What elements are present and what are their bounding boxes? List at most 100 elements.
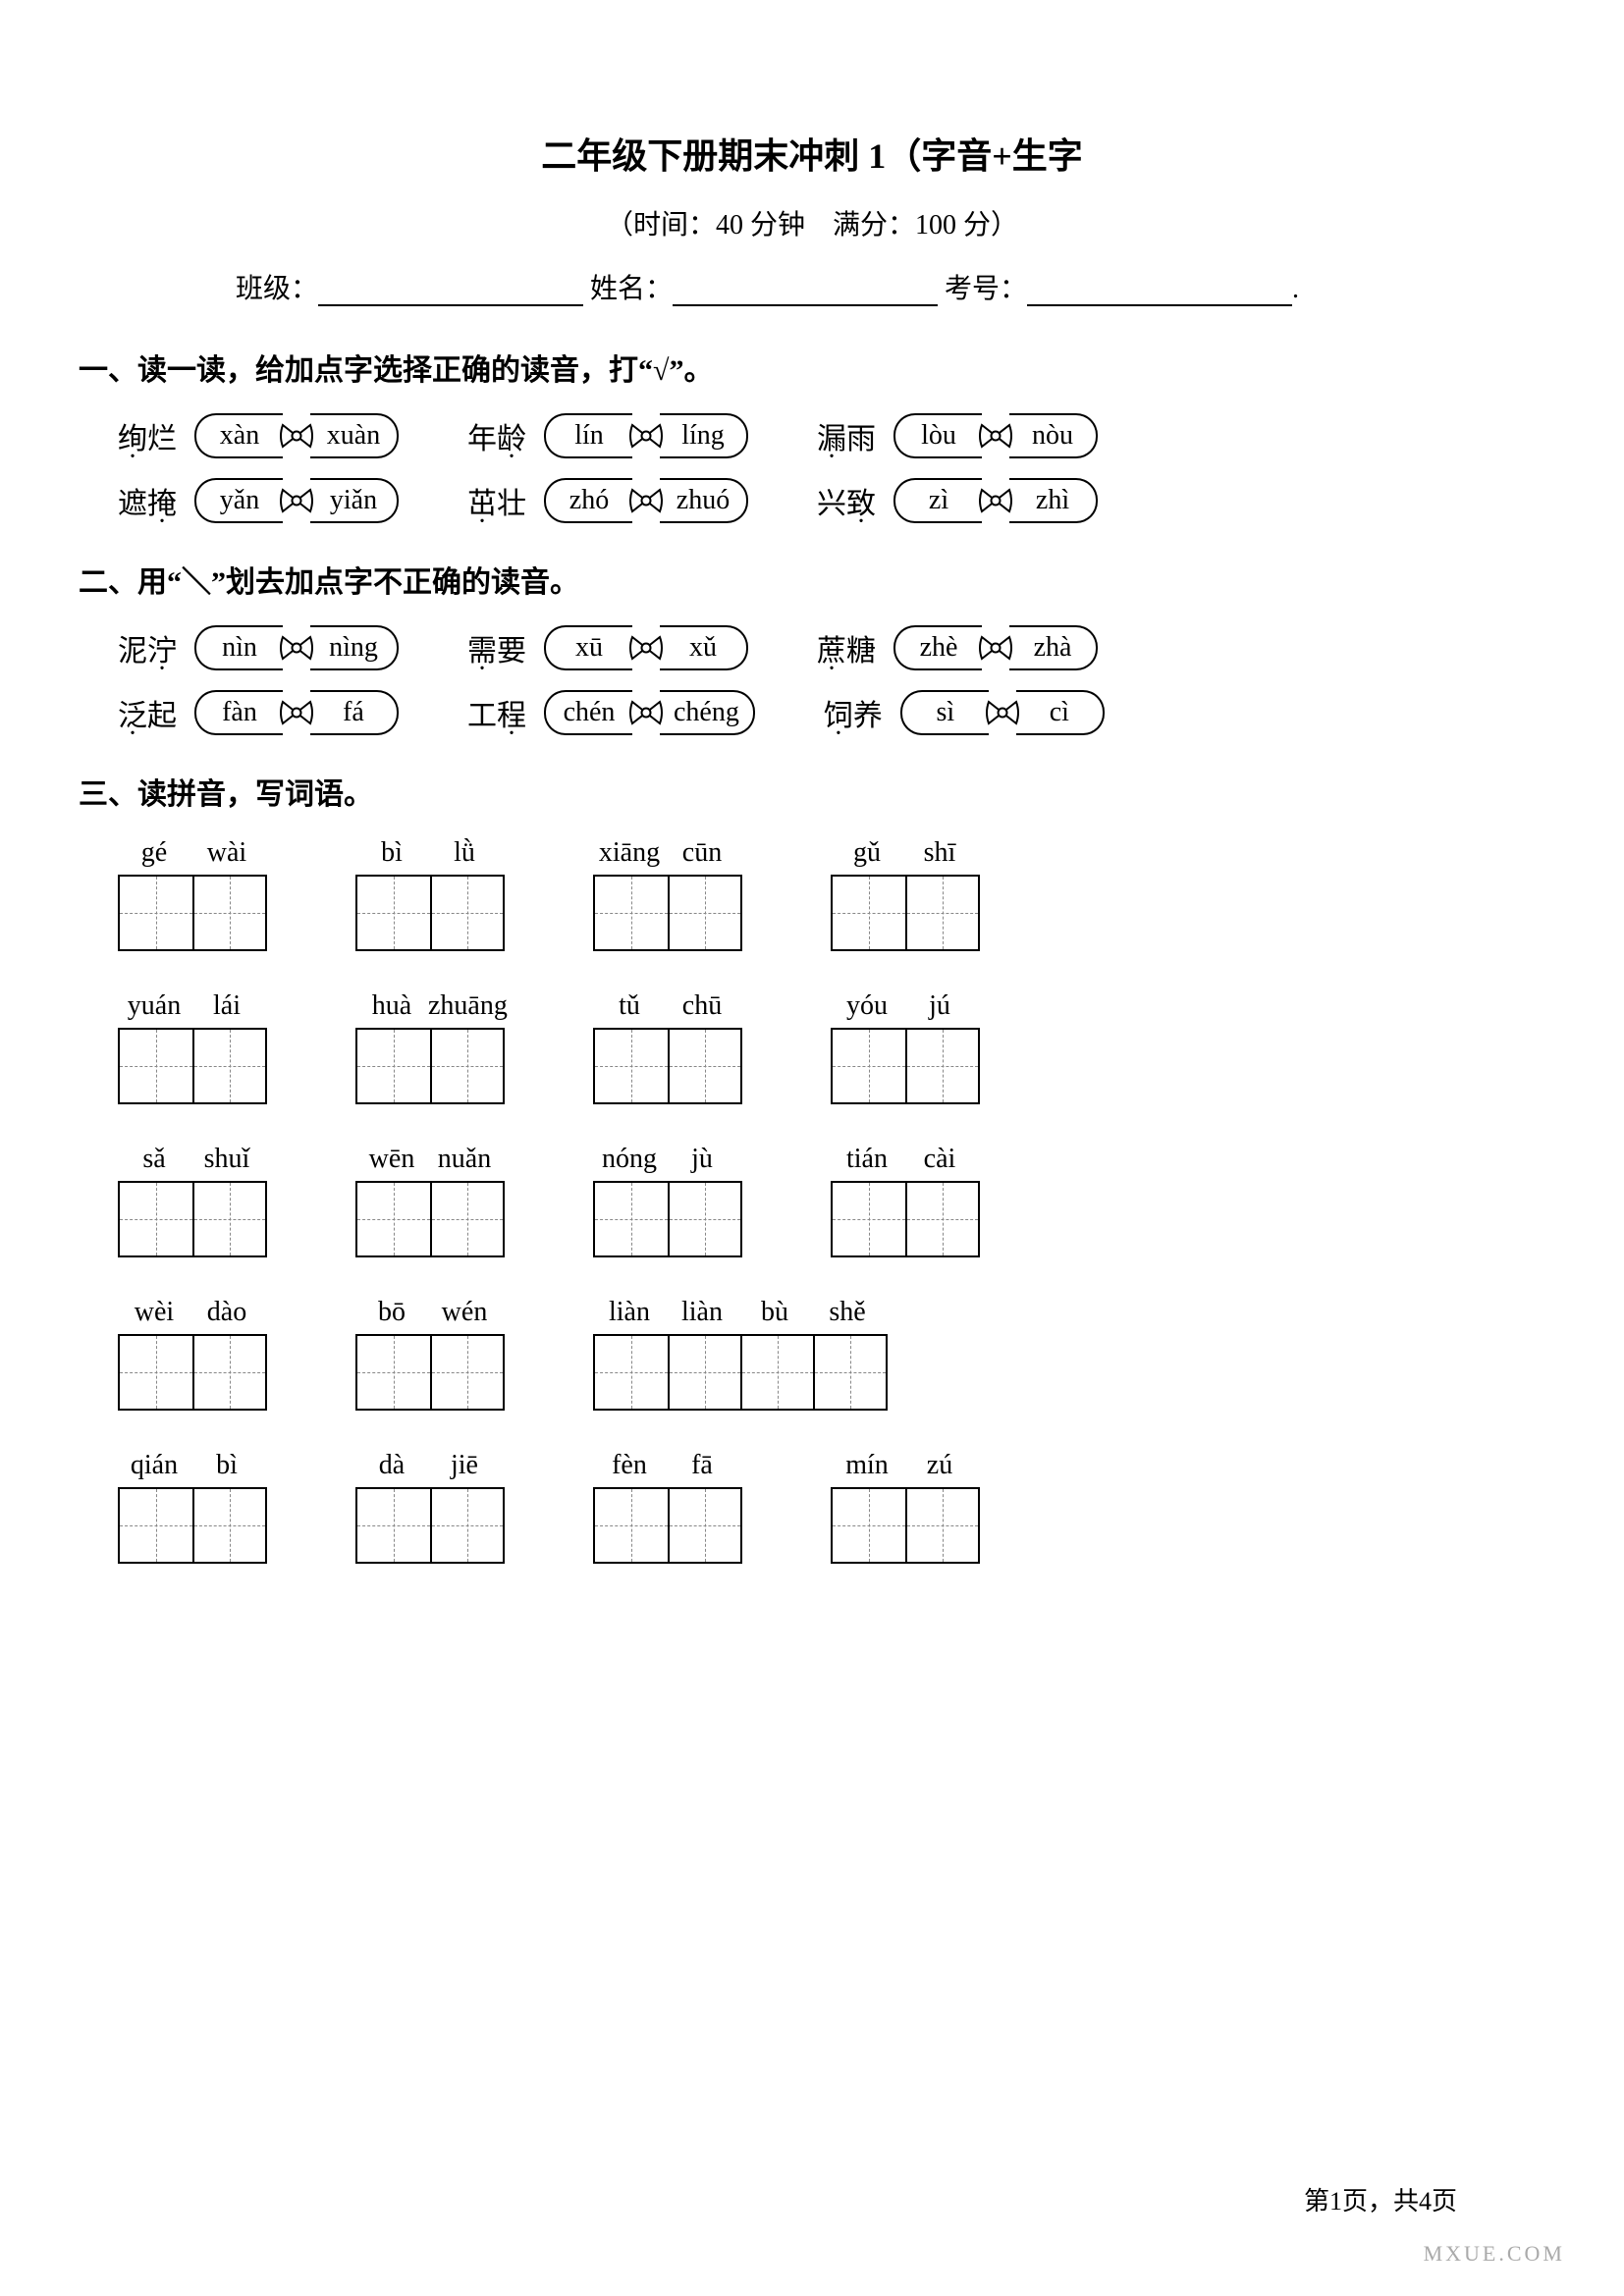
pinyin-option-left[interactable]: xàn <box>194 413 283 458</box>
hanzi-word: 遮掩 <box>118 479 189 522</box>
pinyin-syllable: bì <box>355 837 428 869</box>
pinyin-word-item: dàjiē <box>355 1450 505 1564</box>
pinyin-choice-box: chén chéng <box>544 690 755 735</box>
choice-item: 饲养sìcì <box>824 690 1105 735</box>
pinyin-option-right[interactable]: yiǎn <box>310 478 399 523</box>
tianzige-group <box>831 1181 980 1257</box>
tianzige-cell[interactable] <box>668 1183 740 1255</box>
pinyin-option-right[interactable]: zhà <box>1009 625 1098 670</box>
bow-icon <box>978 486 1013 515</box>
tianzige-cell[interactable] <box>595 1336 668 1409</box>
pinyin-option-left[interactable]: zì <box>893 478 982 523</box>
tianzige-cell[interactable] <box>120 1489 192 1562</box>
name-blank[interactable] <box>673 277 938 306</box>
tianzige-group <box>118 1028 267 1104</box>
tianzige-cell[interactable] <box>595 1489 668 1562</box>
tianzige-cell[interactable] <box>430 1030 503 1102</box>
tianzige-cell[interactable] <box>833 1489 905 1562</box>
pinyin-syllable: bù <box>738 1297 811 1328</box>
tianzige-cell[interactable] <box>668 1489 740 1562</box>
pinyin-option-right[interactable]: zhì <box>1009 478 1098 523</box>
pinyin-syllable: fèn <box>593 1450 666 1481</box>
tianzige-cell[interactable] <box>192 1489 265 1562</box>
pinyin-option-right[interactable]: xuàn <box>310 413 399 458</box>
tianzige-cell[interactable] <box>430 1336 503 1409</box>
pinyin-option-left[interactable]: lòu <box>893 413 982 458</box>
pinyin-syllable: nuǎn <box>428 1144 501 1175</box>
pinyin-option-left[interactable]: lín <box>544 413 632 458</box>
tianzige-group <box>831 1487 980 1564</box>
pinyin-syllable: fā <box>666 1450 738 1481</box>
pinyin-option-left[interactable]: nìn <box>194 625 283 670</box>
tianzige-cell[interactable] <box>813 1336 886 1409</box>
tianzige-cell[interactable] <box>905 1030 978 1102</box>
pinyin-syllable: zhuāng <box>428 990 501 1022</box>
pinyin-word-item: wèidào <box>118 1297 267 1411</box>
tianzige-cell[interactable] <box>595 1183 668 1255</box>
tianzige-cell[interactable] <box>120 1336 192 1409</box>
tianzige-cell[interactable] <box>192 1183 265 1255</box>
tianzige-group <box>831 875 980 951</box>
pinyin-option-right[interactable]: zhuó <box>660 478 748 523</box>
tianzige-cell[interactable] <box>905 877 978 949</box>
tianzige-cell[interactable] <box>668 1336 740 1409</box>
tianzige-cell[interactable] <box>192 1030 265 1102</box>
pinyin-option-right[interactable]: nòu <box>1009 413 1098 458</box>
tianzige-cell[interactable] <box>833 1183 905 1255</box>
pinyin-option-left[interactable]: zhè <box>893 625 982 670</box>
tianzige-cell[interactable] <box>595 1030 668 1102</box>
tianzige-cell[interactable] <box>430 1183 503 1255</box>
bow-icon <box>978 421 1013 451</box>
tianzige-cell[interactable] <box>668 877 740 949</box>
pinyin-syllable: yuán <box>118 990 190 1022</box>
tianzige-cell[interactable] <box>192 877 265 949</box>
tianzige-cell[interactable] <box>595 877 668 949</box>
pinyin-option-left[interactable]: xū <box>544 625 632 670</box>
pinyin-option-right[interactable]: chéng <box>660 690 755 735</box>
pinyin-option-right[interactable]: fá <box>310 690 399 735</box>
tianzige-cell[interactable] <box>833 877 905 949</box>
tianzige-cell[interactable] <box>430 1489 503 1562</box>
hanzi-word: 饲养 <box>824 691 894 734</box>
pinyin-labels: dàjiē <box>355 1450 505 1481</box>
tianzige-cell[interactable] <box>192 1336 265 1409</box>
exam-blank[interactable] <box>1027 277 1292 306</box>
pinyin-option-left[interactable]: zhó <box>544 478 632 523</box>
tianzige-cell[interactable] <box>833 1030 905 1102</box>
pinyin-option-right[interactable]: nìng <box>310 625 399 670</box>
pinyin-option-right[interactable]: cì <box>1016 690 1105 735</box>
pinyin-option-right[interactable]: xǔ <box>660 625 748 670</box>
tianzige-group <box>118 1487 267 1564</box>
pinyin-option-right[interactable]: líng <box>660 413 748 458</box>
tianzige-cell[interactable] <box>740 1336 813 1409</box>
tianzige-cell[interactable] <box>357 1489 430 1562</box>
pinyin-option-left[interactable]: yǎn <box>194 478 283 523</box>
tianzige-cell[interactable] <box>357 1030 430 1102</box>
pinyin-labels: mínzú <box>831 1450 980 1481</box>
tianzige-cell[interactable] <box>357 1336 430 1409</box>
pinyin-option-left[interactable]: fàn <box>194 690 283 735</box>
tianzige-cell[interactable] <box>668 1030 740 1102</box>
tianzige-cell[interactable] <box>430 877 503 949</box>
pinyin-option-left[interactable]: chén <box>544 690 632 735</box>
tianzige-cell[interactable] <box>905 1183 978 1255</box>
tianzige-cell[interactable] <box>120 877 192 949</box>
pinyin-syllable: liàn <box>593 1297 666 1328</box>
pinyin-choice-box: zhózhuó <box>544 478 748 523</box>
tianzige-cell[interactable] <box>120 1030 192 1102</box>
page-footer: 第1页，共4页 <box>1304 2181 1457 2217</box>
choice-item: 遮掩yǎnyiǎn <box>118 478 399 523</box>
tianzige-group <box>355 875 505 951</box>
tianzige-cell[interactable] <box>120 1183 192 1255</box>
class-blank[interactable] <box>318 277 583 306</box>
tianzige-cell[interactable] <box>357 877 430 949</box>
tianzige-cell[interactable] <box>905 1489 978 1562</box>
pinyin-labels: bìlǜ <box>355 837 505 869</box>
pinyin-syllable: wài <box>190 837 263 869</box>
tianzige-group <box>593 875 742 951</box>
pinyin-option-left[interactable]: sì <box>900 690 989 735</box>
tianzige-cell[interactable] <box>357 1183 430 1255</box>
pinyin-labels: géwài <box>118 837 267 869</box>
pinyin-syllable: gǔ <box>831 837 903 869</box>
pinyin-syllable: mín <box>831 1450 903 1481</box>
